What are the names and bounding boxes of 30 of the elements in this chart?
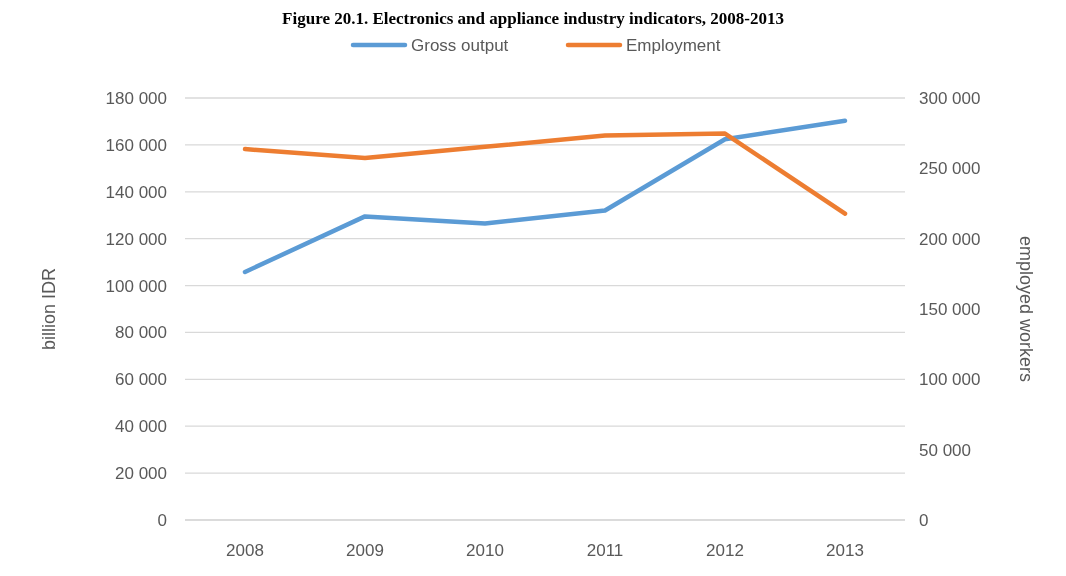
y-tick-label: 160 000 [105, 135, 167, 155]
y-tick-label: 180 000 [105, 89, 167, 108]
x-tick-label: 2011 [586, 541, 624, 560]
y-axis-title: billion IDR [39, 267, 59, 351]
y2-tick-label: 50 000 [919, 440, 971, 460]
chart-title: Figure 20.1. Electronics and appliance industry indicators, 2008-2013 [282, 9, 784, 28]
x-tick-label: 2008 [226, 541, 264, 560]
y-tick-label: 80 000 [115, 323, 167, 343]
line-series [242, 118, 848, 275]
legend-label: Employment [626, 36, 721, 55]
y-tick-label: 100 000 [105, 276, 167, 296]
y2-tick-label: 100 000 [919, 370, 981, 390]
y-tick-label: 120 000 [105, 229, 167, 249]
y2-tick-label: 300 000 [919, 89, 981, 108]
x-tick-label: 2010 [466, 541, 504, 560]
line-series [242, 131, 848, 216]
x-tick-label: 2012 [706, 541, 744, 560]
y2-tick-label: 200 000 [919, 229, 981, 249]
y-tick-label: 20 000 [115, 464, 167, 484]
x-tick-label: 2009 [346, 541, 384, 560]
y2-tick-label: 0 [919, 511, 929, 530]
y-tick-label: 40 000 [115, 417, 167, 437]
y-tick-label: 140 000 [105, 182, 167, 202]
y2-tick-label: 250 000 [919, 159, 981, 179]
y-tick-label: 0 [157, 511, 167, 530]
legend-label: Gross output [411, 36, 509, 55]
y-tick-label: 60 000 [115, 370, 167, 390]
x-tick-label: 2013 [826, 541, 864, 560]
y2-axis-title: employed workers [1016, 235, 1036, 383]
y2-tick-label: 150 000 [919, 300, 981, 319]
